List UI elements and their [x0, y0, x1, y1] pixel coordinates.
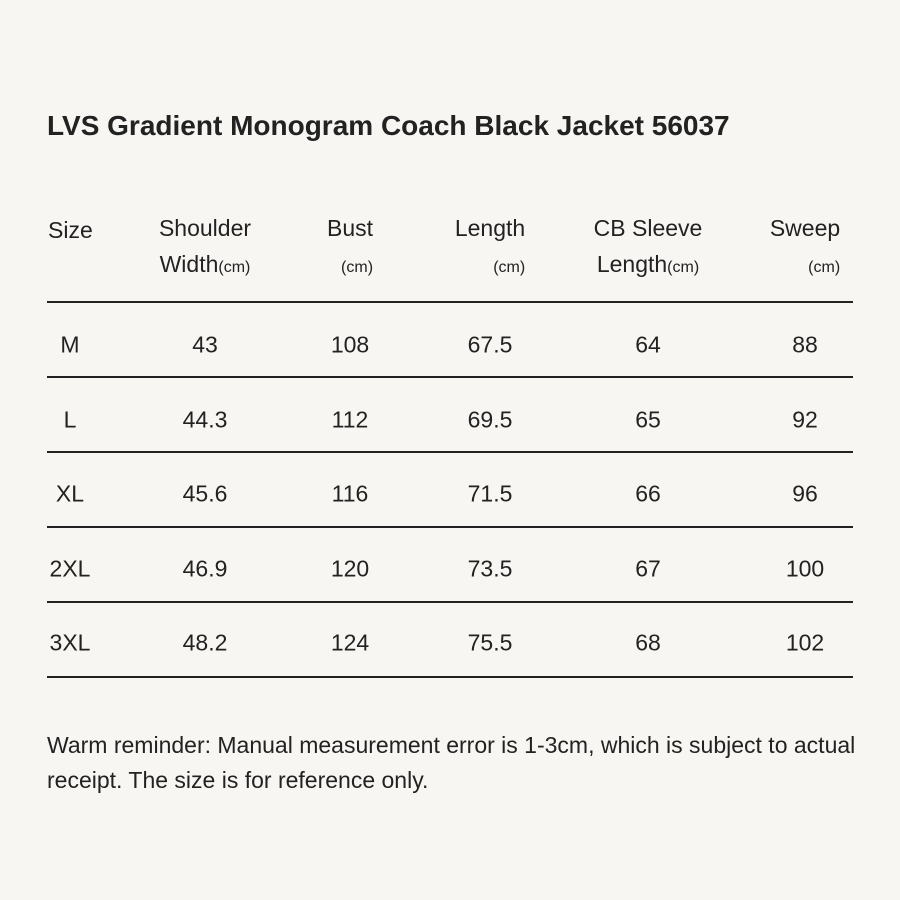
header-unit: (cm): [667, 259, 700, 276]
note: Warm reminder: Manual measurement error …: [47, 732, 856, 793]
rule: [47, 676, 853, 678]
header-line: CB Sleeve: [594, 215, 703, 251]
header-line: Size: [48, 217, 93, 253]
header-cell: Sweep (cm): [770, 215, 840, 287]
header-line: (cm): [455, 251, 525, 287]
table-cell: 67: [635, 555, 661, 581]
table-cell: 68: [635, 629, 661, 656]
table-cell: 46.9: [182, 555, 228, 581]
table-cell: M: [60, 331, 80, 358]
header-text: Width: [159, 251, 219, 277]
table-cell: 67.5: [467, 331, 513, 358]
table-cell: 65: [635, 406, 661, 432]
table-cell: L: [63, 406, 77, 432]
header-unit: (cm): [808, 259, 841, 276]
table-cell: 43: [192, 331, 218, 358]
header-text: Bust: [326, 215, 374, 241]
header-line: Length(cm): [594, 251, 703, 287]
table-cell: 112: [331, 406, 369, 432]
rule: [47, 601, 853, 603]
header-cell: Size: [48, 217, 93, 253]
header-text: Shoulder: [158, 215, 252, 241]
table-cell: 96: [792, 480, 818, 507]
table-cell: 100: [785, 555, 825, 581]
rule: [47, 376, 853, 378]
rule: [47, 451, 853, 453]
table-cell: 69.5: [467, 406, 513, 432]
header-text: Length: [596, 251, 668, 277]
table-cell: 124: [330, 629, 370, 656]
header-text: Sweep: [769, 215, 841, 241]
header-line: Shoulder: [159, 215, 251, 251]
table-cell: 116: [331, 480, 369, 507]
header-text: Length: [454, 215, 526, 241]
table-cell: 75.5: [467, 629, 513, 656]
table-cell: XL: [55, 480, 85, 507]
header-unit: (cm): [218, 259, 251, 276]
rule: [47, 526, 853, 528]
table-cell: 3XL: [49, 629, 91, 656]
table-cell: 45.6: [182, 480, 228, 507]
table-cell: 73.5: [467, 555, 513, 581]
table-cell: 102: [785, 629, 825, 656]
table-cell: 2XL: [49, 555, 91, 581]
header-cell: Shoulder Width(cm): [159, 215, 251, 287]
header-line: (cm): [770, 251, 840, 287]
table-cell: 88: [792, 331, 818, 358]
header-line: Bust: [327, 215, 373, 251]
header-line: Width(cm): [159, 251, 251, 287]
table-cell: 120: [330, 555, 370, 581]
table-cell: 92: [792, 406, 818, 432]
rule: [47, 301, 853, 303]
header-line: Sweep: [770, 215, 840, 251]
header-line: (cm): [327, 251, 373, 287]
header-line: Length: [455, 215, 525, 251]
header-cell: Length (cm): [455, 215, 525, 287]
table-cell: 48.2: [182, 629, 228, 656]
table-cell: 71.5: [467, 480, 513, 507]
table-cell: 108: [330, 331, 370, 358]
header-text: Size: [48, 217, 93, 243]
header-cell: Bust (cm): [327, 215, 373, 287]
title: LVS Gradient Monogram Coach Black Jacket…: [47, 110, 730, 141]
table-cell: 64: [635, 331, 661, 358]
header-text: CB Sleeve: [593, 215, 703, 241]
table-cell: 66: [635, 480, 661, 507]
header-unit: (cm): [493, 259, 526, 276]
header-unit: (cm): [341, 259, 374, 276]
header-cell: CB Sleeve Length(cm): [594, 215, 703, 287]
table-cell: 44.3: [182, 406, 228, 432]
